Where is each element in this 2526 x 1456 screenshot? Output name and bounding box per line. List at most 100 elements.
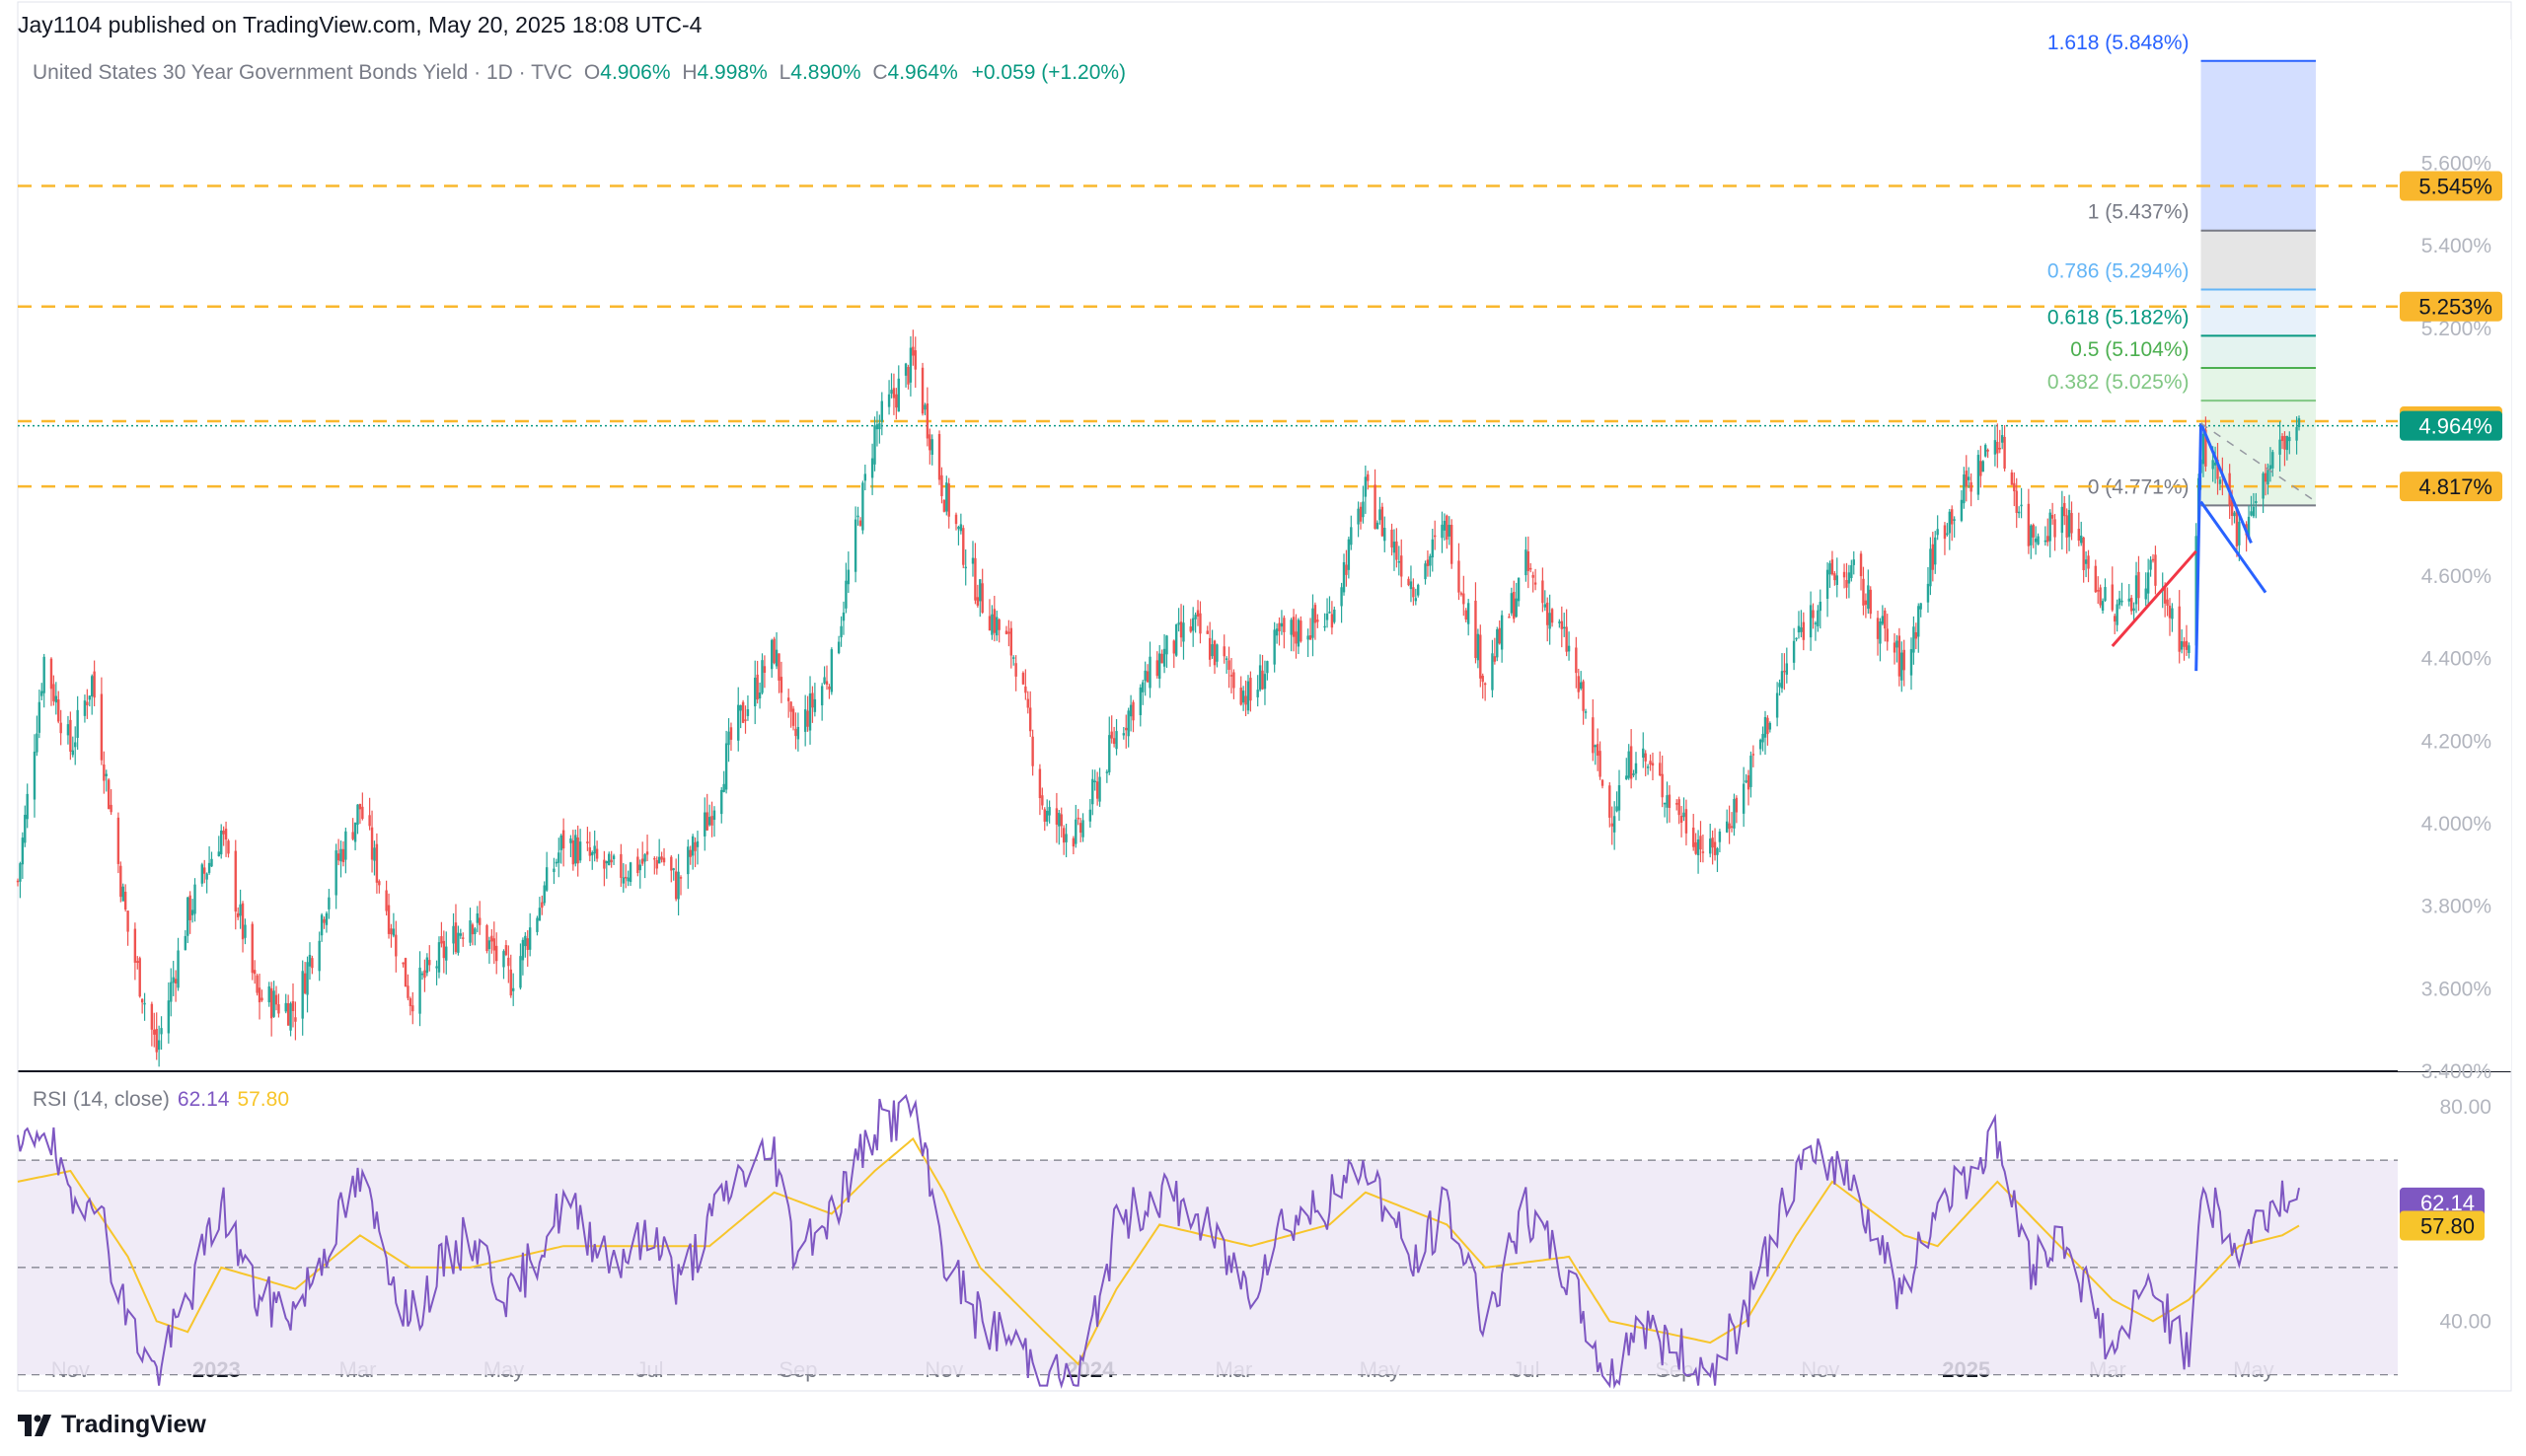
- price-level-tag-bg: [2400, 171, 2502, 201]
- candle-body: [2053, 519, 2056, 538]
- candle-body: [691, 836, 695, 856]
- candle-body: [1227, 660, 1230, 670]
- candle: [1651, 752, 1655, 781]
- candle: [603, 850, 606, 887]
- candle-body: [91, 676, 94, 696]
- candle: [1612, 801, 1616, 850]
- candle-body: [1498, 627, 1501, 644]
- candle: [19, 861, 22, 899]
- candle-body: [1055, 808, 1059, 825]
- candle-body: [2271, 452, 2274, 469]
- candle: [1524, 537, 1527, 582]
- candle: [811, 686, 814, 723]
- candle-body: [845, 580, 848, 609]
- candle-body: [1960, 499, 1964, 521]
- candle: [392, 912, 396, 938]
- candle: [873, 416, 876, 472]
- candle: [1780, 653, 1784, 693]
- candle-body: [49, 658, 53, 690]
- candle: [1213, 639, 1217, 674]
- candle-body: [1546, 602, 1549, 625]
- candle: [1383, 516, 1386, 552]
- price-chart[interactable]: 1.618 (5.848%) 1 (5.437%) 0.786 (5.294%) 0.…: [0, 0, 2526, 1411]
- candle: [1510, 587, 1514, 617]
- candle-body: [69, 719, 72, 752]
- candle-body: [1429, 555, 1432, 566]
- candle: [418, 951, 421, 1027]
- candle: [1814, 620, 1818, 641]
- candle-body: [1350, 527, 1353, 546]
- candle: [241, 901, 245, 953]
- candle-body: [1625, 775, 1628, 780]
- candle: [1350, 515, 1353, 550]
- candle-body: [2120, 600, 2123, 603]
- candle-body: [452, 925, 455, 944]
- candle-body: [306, 962, 309, 995]
- candle: [1919, 603, 1922, 618]
- candle-body: [710, 816, 713, 826]
- candle: [1359, 502, 1363, 530]
- candle: [1983, 443, 1987, 458]
- candle: [1362, 485, 1365, 524]
- candle-body: [1968, 476, 1970, 480]
- candle-body: [979, 579, 982, 602]
- candle: [1483, 682, 1487, 701]
- candle: [1476, 628, 1480, 669]
- candle: [1306, 628, 1309, 658]
- candle-body: [574, 835, 577, 864]
- candle-body: [555, 861, 558, 864]
- candle-body: [1567, 645, 1571, 652]
- candle-body: [190, 910, 194, 915]
- candle-body: [1751, 754, 1755, 756]
- candle: [344, 828, 347, 874]
- candle-body: [1160, 653, 1163, 664]
- candle: [1625, 758, 1628, 780]
- candle: [1146, 664, 1150, 683]
- candle-body: [696, 840, 700, 847]
- candle: [696, 831, 700, 865]
- candle-body: [361, 806, 364, 820]
- candle-body: [586, 841, 589, 844]
- candle-body: [1395, 541, 1398, 560]
- candle-body: [605, 861, 609, 864]
- candle: [1313, 602, 1317, 640]
- candle: [227, 838, 230, 858]
- candle: [1830, 550, 1834, 576]
- candle-body: [998, 619, 1001, 630]
- candle: [942, 499, 946, 513]
- tradingview-logo[interactable]: TradingView: [18, 1411, 206, 1439]
- candle: [479, 901, 482, 935]
- candle-body: [1108, 735, 1111, 772]
- candle-body: [1149, 656, 1152, 689]
- candle-body: [1666, 795, 1669, 808]
- candle: [2030, 524, 2033, 559]
- candle-body: [1886, 628, 1889, 642]
- candle: [440, 921, 443, 948]
- candle: [1960, 490, 1964, 523]
- candle: [1785, 647, 1789, 684]
- candle-body: [645, 851, 649, 855]
- candle: [1340, 582, 1343, 623]
- candle: [691, 834, 695, 870]
- candle: [2094, 559, 2097, 594]
- candle: [1172, 639, 1175, 669]
- candle: [823, 666, 826, 686]
- candle: [303, 962, 307, 995]
- candle: [21, 832, 25, 879]
- candle-body: [157, 1040, 161, 1051]
- price-axis-tick: 3.800%: [2421, 896, 2491, 918]
- candle: [907, 364, 910, 390]
- candle-body: [1884, 610, 1887, 629]
- candle: [1223, 634, 1226, 664]
- price-level-tag-text: 5.253%: [2418, 295, 2492, 320]
- candle-body: [2043, 540, 2047, 543]
- candle: [509, 954, 512, 998]
- candle-body: [476, 913, 479, 923]
- candle-body: [207, 862, 211, 873]
- candle: [1758, 738, 1762, 756]
- candle-body: [21, 837, 25, 865]
- candle: [52, 675, 55, 706]
- candle-body: [2030, 525, 2033, 546]
- candle: [2216, 442, 2219, 495]
- candle-body: [1041, 795, 1044, 806]
